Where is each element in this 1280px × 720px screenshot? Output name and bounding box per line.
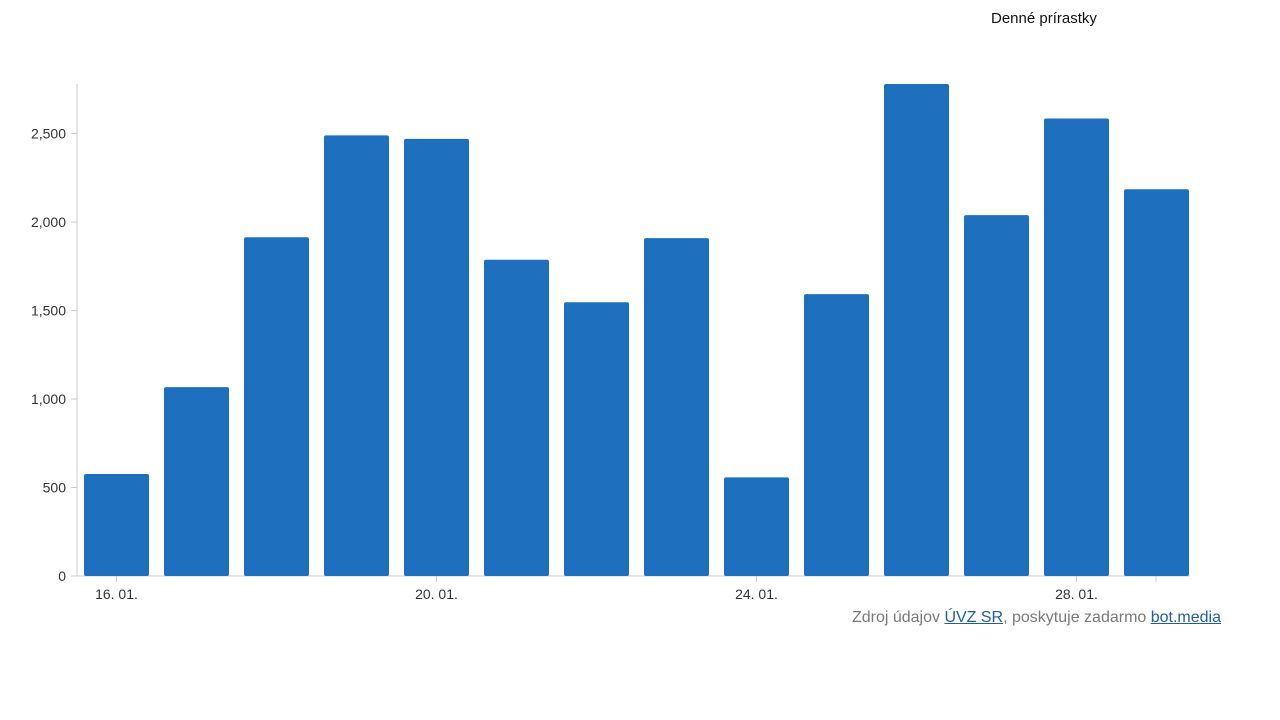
- x-tick-label: 20. 01.: [415, 586, 458, 602]
- y-tick-label: 2,000: [31, 214, 66, 230]
- bar: [564, 302, 629, 576]
- y-tick-label: 500: [43, 480, 67, 496]
- source-prefix: Zdroj údajov: [851, 609, 945, 626]
- bar: [404, 138, 469, 576]
- bar: [84, 474, 149, 576]
- bar: [804, 294, 869, 576]
- bar: [964, 215, 1029, 577]
- y-tick-label: 0: [58, 568, 66, 584]
- bar: [1044, 118, 1109, 576]
- bar: [484, 259, 549, 576]
- bar: [644, 238, 709, 577]
- bar: [1124, 189, 1189, 576]
- bar: [324, 135, 389, 577]
- bar: [164, 387, 229, 576]
- x-tick-label: 24. 01.: [735, 586, 778, 602]
- bar: [244, 237, 309, 576]
- source-link-botmedia[interactable]: bot.media: [1150, 609, 1221, 626]
- source-note: Zdroj údajov ÚVZ SR, poskytuje zadarmo b…: [852, 609, 1221, 627]
- source-middle: , poskytuje zadarmo: [1003, 609, 1151, 626]
- bar: [724, 477, 789, 576]
- y-tick-label: 1,000: [31, 391, 66, 407]
- y-tick-label: 1,500: [31, 303, 66, 319]
- y-tick-label: 2,500: [31, 126, 66, 142]
- bar: [884, 84, 949, 576]
- x-tick-label: 28. 01.: [1055, 586, 1098, 602]
- source-link-uvz[interactable]: ÚVZ SR: [944, 609, 1004, 626]
- x-tick-label: 16. 01.: [95, 586, 138, 602]
- legend-title: Denné prírastky: [991, 10, 1097, 27]
